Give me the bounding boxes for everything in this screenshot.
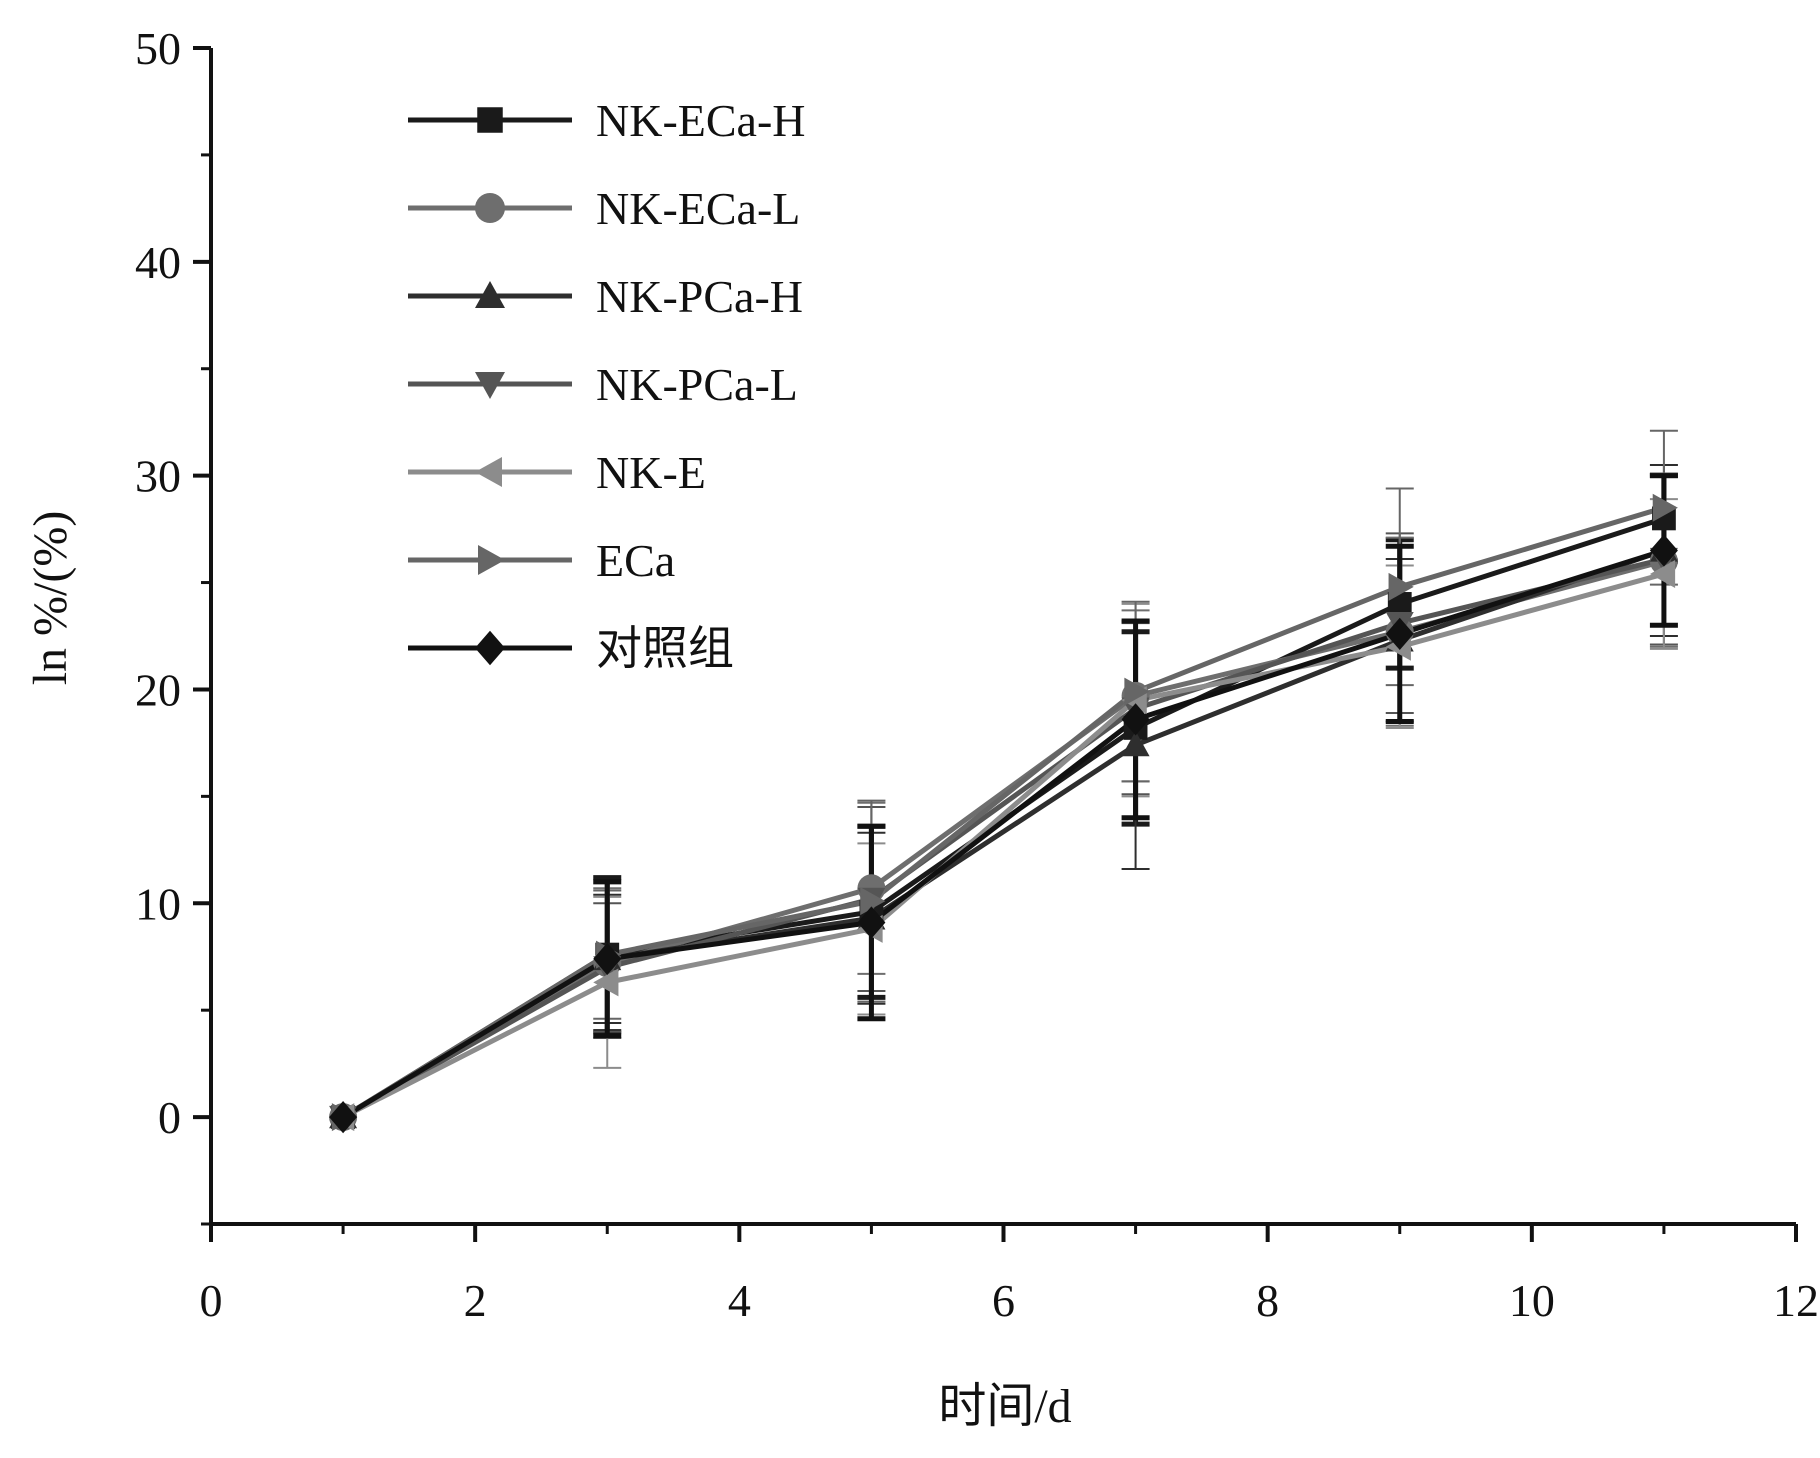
x-tick-label: 8: [1256, 1275, 1279, 1326]
x-axis-title: 时间/d: [938, 1380, 1071, 1433]
data-point: [1387, 592, 1412, 616]
data-point: [1121, 703, 1150, 736]
legend-label: ECa: [596, 535, 675, 586]
y-axis-title: ln %/(%): [24, 511, 77, 686]
legend-marker: [475, 372, 505, 399]
legend-marker: [475, 193, 505, 223]
data-point: [1385, 617, 1414, 650]
series-line-6: [341, 505, 1665, 1120]
series-line-7: [341, 548, 1665, 1120]
legend-item: NK-E: [408, 447, 706, 498]
series-markers: [329, 493, 1678, 1134]
y-tick-label: 40: [135, 237, 181, 288]
legend-item: NK-ECa-L: [408, 183, 800, 234]
y-tick-label: 30: [135, 451, 181, 502]
x-tick-label: 10: [1509, 1275, 1555, 1326]
legend-marker: [475, 630, 505, 666]
legend-label: NK-PCa-L: [596, 359, 798, 410]
legend-label: NK-ECa-L: [596, 183, 800, 234]
legend-marker: [477, 107, 503, 133]
legend-label: NK-PCa-H: [596, 271, 803, 322]
data-point: [857, 906, 886, 939]
legend-item: NK-PCa-H: [408, 271, 803, 322]
series-line-4: [341, 556, 1665, 1120]
series-line-5: [341, 571, 1665, 1120]
series-line-3: [341, 548, 1665, 1120]
series-line-2: [341, 558, 1665, 1120]
data-point: [1652, 493, 1678, 522]
legend-item: NK-PCa-L: [408, 359, 798, 410]
x-tick-label: 2: [464, 1275, 487, 1326]
data-point: [1649, 534, 1678, 567]
y-tick-label: 10: [135, 878, 181, 929]
data-point: [1649, 559, 1676, 588]
legend-marker: [475, 457, 502, 487]
data-point: [329, 1100, 358, 1134]
legend-marker: [475, 281, 505, 308]
legend-item: ECa: [408, 535, 675, 586]
legend-item: NK-ECa-H: [408, 95, 806, 146]
x-tick-label: 0: [200, 1275, 223, 1326]
y-tick-label: 20: [135, 664, 181, 715]
y-tick-label: 0: [158, 1092, 181, 1143]
x-tick-label: 6: [992, 1275, 1015, 1326]
data-point: [1121, 731, 1150, 757]
legend-label: 对照组: [596, 623, 734, 674]
legend: NK-ECa-H NK-ECa-L NK-PCa-H NK-PCa-L NK-E ECa 对…: [408, 95, 806, 674]
series-lines: [341, 505, 1665, 1120]
data-point: [593, 968, 619, 997]
y-tick-label: 50: [135, 23, 181, 74]
data-point: [860, 887, 886, 916]
data-point: [1388, 572, 1414, 601]
legend-marker: [478, 545, 505, 575]
axes: 0 10 20 30 40 50 0 2 4 6 8 10 12: [135, 23, 1819, 1326]
legend-item: 对照组: [408, 623, 734, 674]
x-tick-label: 12: [1773, 1275, 1819, 1326]
legend-label: NK-E: [596, 447, 706, 498]
data-point: [593, 942, 622, 975]
legend-label: NK-ECa-H: [596, 95, 806, 146]
data-point: [1124, 677, 1150, 706]
x-tick-label: 4: [728, 1275, 751, 1326]
